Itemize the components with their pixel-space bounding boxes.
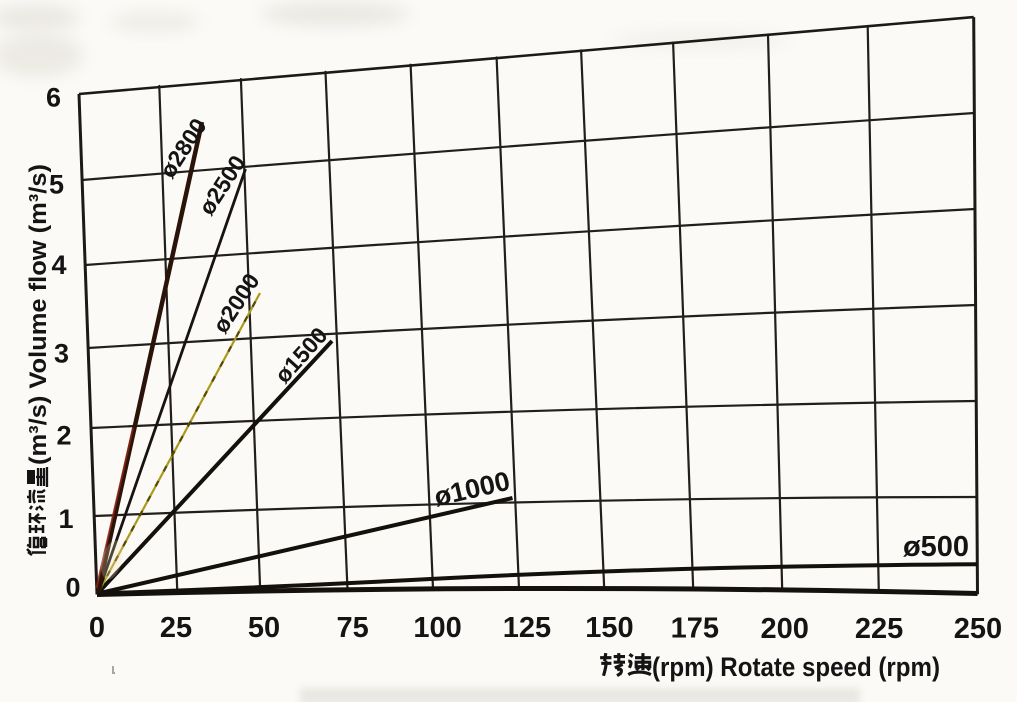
svg-text:ø2500: ø2500 (193, 151, 250, 220)
svg-text:0: 0 (65, 573, 80, 603)
svg-text:3: 3 (54, 339, 69, 369)
svg-text:225: 225 (855, 613, 903, 645)
svg-text:1: 1 (58, 504, 73, 534)
svg-text:ø500: ø500 (903, 531, 969, 563)
svg-text:150: 150 (585, 612, 633, 644)
svg-text:6: 6 (46, 83, 61, 113)
svg-text:125: 125 (503, 612, 551, 644)
svg-text:5: 5 (49, 170, 64, 200)
svg-text:(rpm) Rotate speed (rpm): (rpm) Rotate speed (rpm) (652, 652, 940, 682)
svg-text:75: 75 (336, 612, 368, 644)
svg-text:4: 4 (51, 250, 66, 280)
svg-text:50: 50 (248, 612, 280, 644)
svg-text:25: 25 (160, 612, 192, 644)
svg-text:(m³/s) Volume flow (m³/s): (m³/s) Volume flow (m³/s) (25, 164, 52, 465)
svg-text:100: 100 (413, 612, 461, 644)
svg-text:ø2000: ø2000 (207, 269, 264, 338)
svg-text:175: 175 (671, 613, 719, 645)
svg-text:ø1500: ø1500 (270, 322, 333, 388)
svg-text:2: 2 (56, 421, 71, 451)
svg-text:ø1000: ø1000 (431, 466, 512, 512)
svg-text:0: 0 (89, 612, 105, 644)
svg-text:250: 250 (954, 613, 1002, 645)
svg-text:200: 200 (761, 613, 809, 645)
